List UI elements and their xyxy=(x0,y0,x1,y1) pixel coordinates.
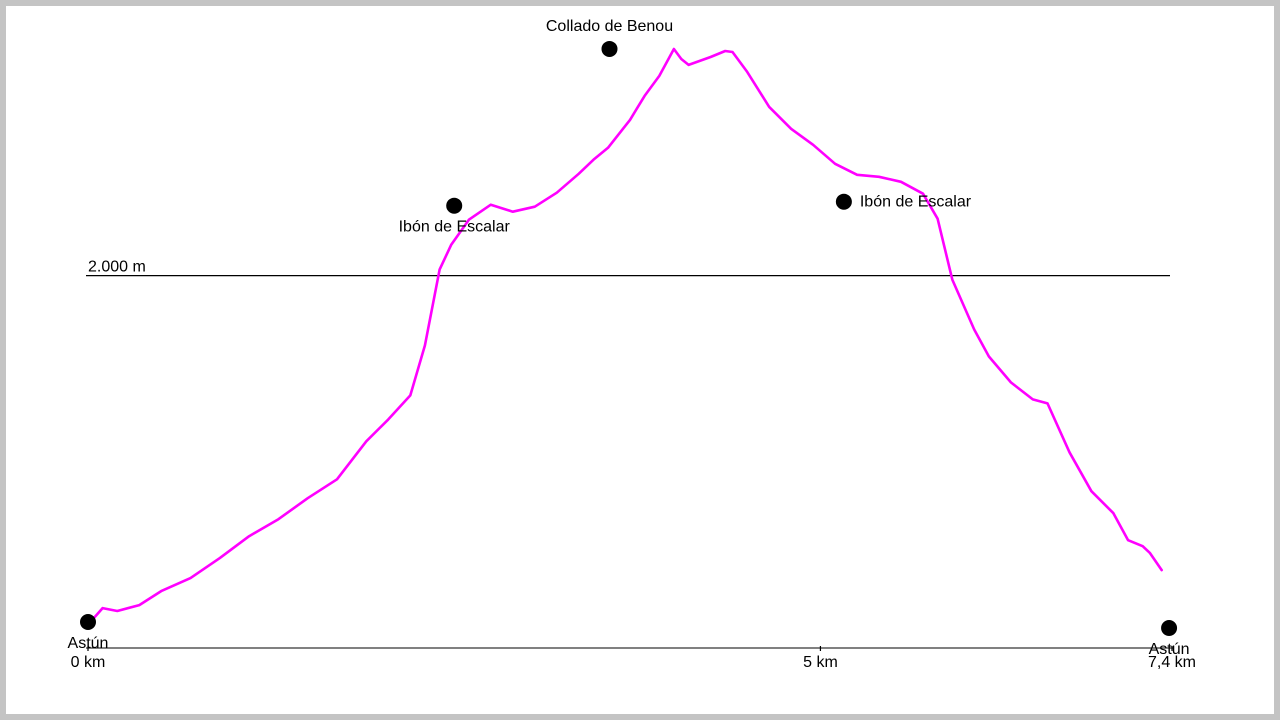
waypoint-marker xyxy=(835,193,852,210)
waypoint-marker xyxy=(1161,620,1178,637)
x-tick-label: 0 km xyxy=(71,654,106,671)
profile-frame: 2.000 m 0 km 5 km 7,4 km Astún Ibón de Esca… xyxy=(6,6,1274,714)
x-tick-label: 5 km xyxy=(803,654,838,671)
waypoint-label: Astún xyxy=(68,635,109,652)
elevation-profile-line xyxy=(92,47,1163,620)
waypoint-label: Ibón de Escalar xyxy=(860,194,972,211)
reference-line-label: 2.000 m xyxy=(88,259,146,276)
waypoint-marker xyxy=(80,614,96,631)
waypoint-marker xyxy=(601,40,618,57)
waypoint-label: Ibón de Escalar xyxy=(399,219,511,236)
x-tick-label: 7,4 km xyxy=(1148,654,1196,671)
waypoint-label: Astún xyxy=(1149,641,1190,658)
waypoint-label: Collado de Benou xyxy=(546,18,673,35)
elevation-profile-chart: 2.000 m 0 km 5 km 7,4 km Astún Ibón de Esca… xyxy=(68,18,1196,671)
waypoint-marker xyxy=(446,197,463,214)
